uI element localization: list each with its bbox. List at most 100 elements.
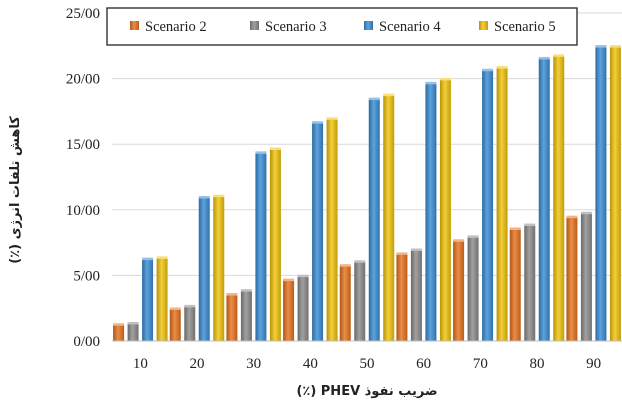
bar-cap-scenario-3-10 [127,321,139,325]
bar-scenario-2-80 [509,229,521,341]
bar-cap-scenario-3-60 [410,248,422,251]
bar-scenario-2-70 [453,241,465,341]
bar-scenario-3-70 [467,237,479,341]
bar-cap-scenario-4-80 [538,56,550,60]
bar-cap-scenario-3-30 [240,289,252,292]
legend-label-scenario-2: Scenario 2 [145,19,207,35]
y-tick-label: 15/00 [66,137,100,153]
bar-cap-scenario-5-70 [496,66,508,69]
bar-cap-scenario-4-40 [312,121,324,124]
axes: 0/00 5/00 10/00 15/00 20/00 25/00 10 20 30 40 50 60… [66,6,622,372]
bar-scenario-2-50 [339,266,351,341]
bar-cap-scenario-3-70 [467,235,479,238]
bar-cap-scenario-5-90 [609,45,621,48]
bar-scenario-4-40 [312,123,324,341]
legend-swatch-scenario-2 [130,21,139,30]
bar-scenario-3-30 [240,291,252,341]
bar-cap-scenario-4-60 [425,81,437,85]
bar-scenario-2-20 [169,309,181,341]
bar-cap-scenario-5-50 [383,93,395,97]
bar-cap-scenario-2-70 [453,239,465,242]
y-axis-title: کاهش تلفات انرژی (٪) [8,116,23,264]
x-axis-title: ضریب نفوذ PHEV (٪) [296,384,437,399]
x-tick-label: 70 [473,356,488,372]
bar-cap-scenario-4-30 [255,151,267,154]
bar-scenario-2-10 [113,325,125,341]
legend: Scenario 2 Scenario 3 Scenario 4 Scenario 5 [106,7,578,46]
bar-scenario-2-30 [226,295,238,341]
bar-cap-scenario-5-10 [156,256,168,259]
legend-swatch-scenario-5 [479,21,488,30]
bars [113,45,621,342]
bar-scenario-5-70 [496,68,508,341]
x-tick-label: 90 [586,356,601,372]
bar-scenario-5-10 [156,258,168,341]
bar-cap-scenario-4-20 [198,195,210,199]
bar-scenario-3-80 [524,225,536,341]
y-tick-label: 5/00 [73,268,100,284]
bar-cap-scenario-5-20 [213,194,225,198]
bar-scenario-5-40 [326,119,338,341]
y-tick-label: 20/00 [66,72,100,88]
bar-scenario-4-80 [538,58,550,342]
x-tick-label: 80 [530,356,545,372]
bar-scenario-4-20 [198,197,210,341]
bar-scenario-4-10 [142,259,154,341]
x-tick-label: 20 [190,356,205,372]
bar-cap-scenario-2-40 [283,278,295,282]
bar-cap-scenario-3-80 [524,223,536,227]
bar-scenario-3-90 [580,213,592,341]
bar-scenario-5-30 [269,149,281,341]
bar-scenario-3-40 [297,276,309,341]
bar-cap-scenario-3-90 [580,211,592,215]
bar-cap-scenario-5-80 [553,54,565,57]
x-tick-label: 40 [303,356,318,372]
bar-cap-scenario-3-40 [297,274,309,278]
bar-cap-scenario-3-50 [354,260,366,263]
bar-cap-scenario-4-70 [482,68,494,72]
bar-cap-scenario-2-30 [226,293,238,296]
y-tick-label: 0/00 [73,334,100,350]
bar-scenario-4-50 [368,99,380,341]
bar-scenario-3-10 [127,323,139,341]
bar-scenario-3-50 [354,262,366,341]
x-tick-label: 50 [360,356,375,372]
bar-scenario-3-60 [410,250,422,341]
legend-swatch-scenario-3 [250,21,259,30]
bar-scenario-2-90 [566,217,578,341]
bar-scenario-2-60 [396,254,408,341]
x-tick-label: 30 [246,356,261,372]
legend-box [106,7,578,46]
bar-cap-scenario-3-20 [184,304,196,308]
bar-cap-scenario-2-60 [396,252,408,255]
bar-cap-scenario-2-50 [339,264,351,267]
legend-label-scenario-3: Scenario 3 [265,19,327,35]
y-tick-label: 25/00 [66,6,100,22]
bar-cap-scenario-5-40 [326,117,338,120]
legend-label-scenario-4: Scenario 4 [379,19,441,35]
bar-cap-scenario-2-10 [113,323,125,326]
bar-scenario-4-90 [595,47,607,341]
x-tick-label: 10 [133,356,148,372]
bar-scenario-5-90 [609,47,621,341]
bar-cap-scenario-2-80 [509,227,521,230]
bar-cap-scenario-5-30 [269,147,281,150]
legend-label-scenario-5: Scenario 5 [494,19,556,35]
bar-cap-scenario-4-10 [142,257,154,261]
bar-scenario-4-60 [425,83,437,342]
bar-cap-scenario-4-50 [368,97,380,101]
bar-scenario-4-30 [255,153,267,341]
bar-scenario-5-80 [553,56,565,342]
bar-scenario-5-50 [383,95,395,341]
bar-cap-scenario-5-60 [439,77,451,81]
y-tick-label: 10/00 [66,203,100,219]
bar-scenario-5-60 [439,79,451,342]
bar-cap-scenario-2-20 [169,307,181,311]
bar-scenario-3-20 [184,306,196,341]
bar-cap-scenario-2-90 [566,215,578,219]
bar-scenario-5-20 [213,196,225,341]
bar-scenario-2-40 [283,280,295,341]
legend-swatch-scenario-4 [364,21,373,30]
